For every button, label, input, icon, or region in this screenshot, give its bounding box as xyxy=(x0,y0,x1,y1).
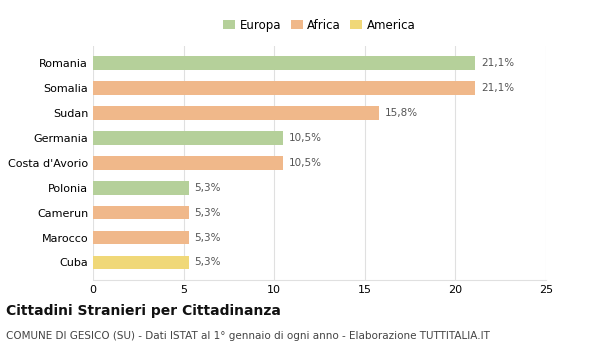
Text: 5,3%: 5,3% xyxy=(194,208,221,218)
Bar xyxy=(93,231,189,244)
Text: 5,3%: 5,3% xyxy=(194,183,221,193)
Bar xyxy=(93,206,189,219)
Text: 21,1%: 21,1% xyxy=(481,58,514,68)
Text: 21,1%: 21,1% xyxy=(481,83,514,93)
Bar xyxy=(93,81,475,95)
Text: 10,5%: 10,5% xyxy=(289,133,322,143)
Text: 15,8%: 15,8% xyxy=(385,108,418,118)
Text: Cittadini Stranieri per Cittadinanza: Cittadini Stranieri per Cittadinanza xyxy=(6,304,281,318)
Bar xyxy=(93,181,189,195)
Bar xyxy=(93,131,283,145)
Text: 5,3%: 5,3% xyxy=(194,232,221,243)
Text: 10,5%: 10,5% xyxy=(289,158,322,168)
Text: COMUNE DI GESICO (SU) - Dati ISTAT al 1° gennaio di ogni anno - Elaborazione TUT: COMUNE DI GESICO (SU) - Dati ISTAT al 1°… xyxy=(6,331,490,341)
Bar xyxy=(93,156,283,170)
Bar xyxy=(93,56,475,70)
Text: 5,3%: 5,3% xyxy=(194,258,221,267)
Bar xyxy=(93,256,189,270)
Legend: Europa, Africa, America: Europa, Africa, America xyxy=(221,16,418,34)
Bar xyxy=(93,106,379,120)
